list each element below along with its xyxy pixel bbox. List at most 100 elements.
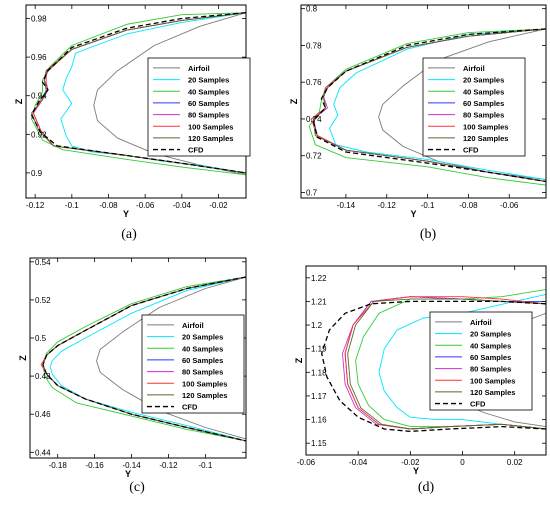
x-tick-label: 0 xyxy=(460,458,465,467)
legend-label: 120 Samples xyxy=(182,391,227,400)
legend-box xyxy=(147,57,251,157)
y-tick-label: 0.72 xyxy=(306,152,322,161)
y-tick-label: 1.21 xyxy=(311,297,327,306)
legend-label: CFD xyxy=(188,146,204,155)
legend-label: Airfoil xyxy=(463,64,485,73)
y-tick-label: 0.44 xyxy=(35,448,51,457)
plot-frame xyxy=(29,257,247,459)
y-tick-label: 1.16 xyxy=(311,416,327,425)
legend-label: 80 Samples xyxy=(182,368,223,377)
y-axis-label: Z xyxy=(14,98,24,104)
x-tick-label: -0.02 xyxy=(401,458,420,467)
legend-label: 120 Samples xyxy=(463,134,508,143)
x-tick-label: -0.08 xyxy=(99,201,118,210)
x-tick-label: -0.16 xyxy=(85,461,104,470)
legend-label: 40 Samples xyxy=(463,87,504,96)
legend-label: 20 Samples xyxy=(188,76,229,85)
y-tick-label: 0.8 xyxy=(306,5,318,14)
plot-frame xyxy=(305,265,547,456)
series-line-120-samples xyxy=(347,298,546,430)
legend-label: 60 Samples xyxy=(463,99,504,108)
y-tick-label: 1.17 xyxy=(311,392,327,401)
y-tick-label: 0.76 xyxy=(306,78,322,87)
panel-caption: (c) xyxy=(129,480,145,495)
y-axis-label: Z xyxy=(294,357,304,363)
series-line-cfd xyxy=(312,28,546,183)
x-axis-label: Y xyxy=(125,469,131,479)
series-group xyxy=(40,276,246,442)
y-tick-label: 0.92 xyxy=(31,130,47,139)
series-line-airfoil xyxy=(96,276,246,440)
legend-label: 80 Samples xyxy=(470,365,511,374)
legend-label: CFD xyxy=(463,146,479,155)
legend: Airfoil 20 Samples 40 Samples 60 Samples 80 … xyxy=(141,314,245,414)
y-axis-label: Z xyxy=(18,355,28,361)
series-line-airfoil xyxy=(93,12,246,176)
legend-label: Airfoil xyxy=(470,318,492,327)
legend-label: 40 Samples xyxy=(188,87,229,96)
series-line-120-samples xyxy=(312,28,546,182)
y-tick-label: 0.74 xyxy=(306,115,322,124)
y-tick-label: 0.52 xyxy=(35,296,51,305)
series-group xyxy=(30,12,246,176)
panel-caption: (d) xyxy=(418,480,435,495)
series-line-cfd xyxy=(321,300,546,433)
legend-label: 100 Samples xyxy=(463,122,508,131)
y-tick-label: 0.96 xyxy=(31,53,47,62)
series-line-cfd xyxy=(42,276,246,442)
x-tick-label: -0.14 xyxy=(122,461,141,470)
legend-label: 120 Samples xyxy=(188,134,233,143)
legend-label: 60 Samples xyxy=(470,353,511,362)
x-tick-label: -0.12 xyxy=(26,201,45,210)
y-tick-label: 1.18 xyxy=(311,368,327,377)
x-tick-label: -0.12 xyxy=(159,461,178,470)
y-tick-label: 0.7 xyxy=(306,188,318,197)
y-tick-label: 1.22 xyxy=(311,274,327,283)
y-tick-label: 1.15 xyxy=(311,439,327,448)
legend-label: 80 Samples xyxy=(463,111,504,120)
series-line-20-samples xyxy=(329,28,546,181)
x-tick-label: -0.1 xyxy=(65,201,79,210)
y-tick-label: 0.46 xyxy=(35,410,51,419)
chart-panel-4: -0.06 -0.04 -0.02 0 0.02 1.15 1.16 1.17 1.18 1.19… xyxy=(294,265,547,495)
y-tick-label: 0.98 xyxy=(31,15,47,24)
legend-box xyxy=(422,57,526,157)
series-line-airfoil xyxy=(378,28,546,181)
legend-label: 100 Samples xyxy=(188,122,233,131)
series-group xyxy=(308,28,546,186)
legend-label: 60 Samples xyxy=(182,356,223,365)
legend-label: CFD xyxy=(470,400,486,409)
legend-label: Airfoil xyxy=(182,321,204,330)
y-tick-label: 0.48 xyxy=(35,372,51,381)
chart-panel-1: -0.12 -0.1 -0.08 -0.06 -0.04 -0.02 0.9 0.92 0.94… xyxy=(14,4,251,242)
legend-box xyxy=(141,314,245,414)
x-tick-label: -0.06 xyxy=(500,201,519,210)
x-tick-label: -0.1 xyxy=(198,461,212,470)
y-tick-label: 0.78 xyxy=(306,41,322,50)
panel-caption: (b) xyxy=(420,227,437,242)
panel-caption: (a) xyxy=(121,227,137,242)
legend: Airfoil 20 Samples 40 Samples 60 Samples 80 … xyxy=(147,57,251,157)
series-line-20-samples xyxy=(49,276,246,442)
series-line-40-samples xyxy=(308,28,546,186)
y-tick-label: 1.19 xyxy=(311,345,327,354)
legend-label: 20 Samples xyxy=(182,333,223,342)
chart-panel-3: -0.18 -0.16 -0.14 -0.12 -0.1 0.44 0.46 0.48 0.5 0… xyxy=(18,257,247,495)
x-axis-label: Y xyxy=(410,209,416,219)
legend: Airfoil 20 Samples 40 Samples 60 Samples 80 … xyxy=(422,57,526,157)
plot-frame xyxy=(300,4,547,199)
x-tick-label: -0.04 xyxy=(349,458,368,467)
legend-label: CFD xyxy=(182,403,198,412)
legend-label: 60 Samples xyxy=(188,99,229,108)
x-tick-label: -0.06 xyxy=(297,458,316,467)
legend-label: 100 Samples xyxy=(182,379,227,388)
legend-label: 40 Samples xyxy=(182,344,223,353)
series-line-cfd xyxy=(30,12,246,174)
x-tick-label: -0.1 xyxy=(421,201,435,210)
y-tick-label: 0.54 xyxy=(35,258,51,267)
y-tick-label: 0.9 xyxy=(31,169,43,178)
x-tick-label: -0.08 xyxy=(459,201,478,210)
x-tick-label: -0.18 xyxy=(49,461,68,470)
legend-box xyxy=(429,311,533,411)
